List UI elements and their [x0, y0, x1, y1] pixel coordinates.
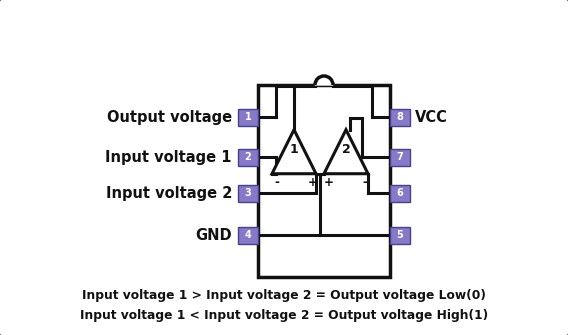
Text: 1: 1 [245, 112, 252, 122]
Bar [390, 226, 410, 244]
Bar [258, 85, 390, 277]
Text: 3: 3 [245, 188, 252, 198]
Text: 1: 1 [290, 143, 298, 156]
Text: GND: GND [195, 227, 232, 243]
Text: -: - [274, 176, 279, 189]
Bar [238, 185, 258, 201]
Bar [390, 185, 410, 201]
Text: Input voltage 1 > Input voltage 2 = Output voltage Low(0): Input voltage 1 > Input voltage 2 = Outp… [82, 288, 486, 302]
Text: Input voltage 1: Input voltage 1 [106, 149, 232, 164]
Bar [238, 226, 258, 244]
Text: +: + [324, 176, 334, 189]
Text: -: - [362, 176, 367, 189]
Bar [390, 109, 410, 126]
Polygon shape [324, 130, 368, 174]
Wedge shape [315, 76, 333, 85]
Text: +: + [308, 176, 318, 189]
Text: 5: 5 [396, 230, 403, 240]
Polygon shape [272, 130, 316, 174]
Text: 8: 8 [396, 112, 403, 122]
Bar [238, 109, 258, 126]
Text: Input voltage 2: Input voltage 2 [106, 186, 232, 201]
Text: 6: 6 [396, 188, 403, 198]
Text: 7: 7 [396, 152, 403, 162]
Bar [390, 148, 410, 165]
Text: 2: 2 [341, 143, 350, 156]
Bar [238, 148, 258, 165]
Text: 2: 2 [245, 152, 252, 162]
Text: VCC: VCC [415, 110, 448, 125]
Text: 4: 4 [245, 230, 252, 240]
Text: Output voltage: Output voltage [107, 110, 232, 125]
Text: Input voltage 1 < Input voltage 2 = Output voltage High(1): Input voltage 1 < Input voltage 2 = Outp… [80, 309, 488, 322]
